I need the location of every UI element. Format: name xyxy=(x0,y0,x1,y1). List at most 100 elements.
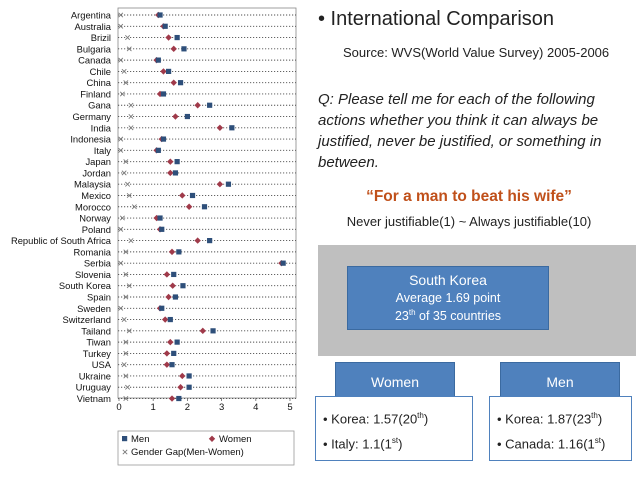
gap-point-bulgaria xyxy=(126,46,132,52)
category-label-switzerland: Switzerland xyxy=(63,314,111,325)
gap-point-germany xyxy=(128,114,134,120)
category-label-bulgaria: Bulgaria xyxy=(77,43,112,54)
gap-point-japan xyxy=(123,159,129,165)
women-point-romania xyxy=(168,248,176,256)
women-point-malaysia xyxy=(216,181,224,188)
category-label-sweden: Sweden xyxy=(77,303,111,314)
men-point-usa xyxy=(169,362,175,368)
men-point-norway xyxy=(157,215,163,221)
women-point-ukraine xyxy=(179,372,186,380)
gap-point-finland xyxy=(119,91,125,97)
women-point-south-korea xyxy=(169,282,176,289)
x-tick-label-3: 3 xyxy=(219,402,224,413)
scale-text: Never justifiable(1) ~ Always justifiabl… xyxy=(346,214,592,229)
men-point-australia xyxy=(162,23,168,29)
korea-average: Average 1.69 point xyxy=(395,291,501,305)
women-point-spain xyxy=(165,293,172,301)
men-point-germany xyxy=(184,113,190,120)
men-point-tiwan xyxy=(174,339,180,345)
men-point-china xyxy=(177,80,184,86)
category-label-australia: Australia xyxy=(75,21,112,32)
men-point-mexico xyxy=(189,192,196,199)
men-point-italy xyxy=(155,147,161,153)
korea-rank: 23th of 35 countries xyxy=(394,308,502,324)
category-label-canada: Canada xyxy=(78,55,112,66)
gap-point-india xyxy=(128,125,134,131)
women-point-india xyxy=(216,124,224,131)
men-point-serbia xyxy=(280,260,286,266)
category-label-germany: Germany xyxy=(72,111,111,122)
category-label-japan: Japan xyxy=(85,156,111,167)
category-label-finland: Finland xyxy=(80,88,111,99)
category-label-jordan: Jordan xyxy=(82,167,111,178)
gap-point-south-korea xyxy=(126,283,132,289)
gap-point-jordan xyxy=(121,170,127,176)
category-label-tiwan: Tiwan xyxy=(86,337,111,348)
women-panel: • Korea: 1.57(20th) • Italy: 1.1(1st) xyxy=(315,396,473,461)
women-point-china xyxy=(170,79,177,86)
gap-point-serbia xyxy=(118,260,124,266)
gap-point-uruguay xyxy=(125,384,131,390)
men-point-gana xyxy=(207,102,213,108)
women-point-germany xyxy=(172,113,179,120)
category-label-brizil: Brizil xyxy=(91,32,111,43)
men-point-canada xyxy=(155,57,161,63)
gap-point-ukraine xyxy=(123,373,129,379)
men-point-slovenia xyxy=(171,271,177,278)
category-label-turkey: Turkey xyxy=(83,348,112,359)
category-label-uruguay: Uruguay xyxy=(76,382,112,393)
men-point-japan xyxy=(174,159,180,165)
gap-point-australia xyxy=(118,23,124,29)
men-point-ukraine xyxy=(186,373,192,379)
women-point-bulgaria xyxy=(170,45,177,53)
women-line-1: • Korea: 1.57(20th) xyxy=(323,411,429,427)
gap-point-switzerland xyxy=(121,317,127,323)
category-label-gana: Gana xyxy=(88,100,112,111)
men-point-india xyxy=(229,125,235,131)
women-point-slovenia xyxy=(163,271,171,278)
men-point-bulgaria xyxy=(181,46,187,52)
gap-point-mexico xyxy=(126,192,132,198)
category-label-india: India xyxy=(91,122,112,133)
category-label-republic-of-south-africa: Republic of South Africa xyxy=(11,235,112,246)
men-point-republic-of-south-africa xyxy=(207,238,213,244)
men-point-jordan xyxy=(172,170,179,176)
women-line-2: • Italy: 1.1(1st) xyxy=(323,436,403,452)
men-point-chile xyxy=(165,68,172,74)
men-header: Men xyxy=(500,362,620,402)
x-tick-label-5: 5 xyxy=(287,402,292,413)
gap-point-vietnam xyxy=(123,396,129,402)
gap-point-romania xyxy=(123,249,129,255)
gap-point-china xyxy=(123,80,129,86)
legend-gap-marker xyxy=(122,449,128,455)
gap-point-tailand xyxy=(126,328,132,334)
men-point-turkey xyxy=(171,350,177,356)
gap-point-usa xyxy=(121,362,127,368)
section-title: • International Comparison xyxy=(318,8,555,30)
women-point-tiwan xyxy=(167,338,174,346)
gap-point-indonesia xyxy=(118,136,124,142)
men-panel: • Korea: 1.87(23th) • Canada: 1.16(1st) xyxy=(489,396,632,461)
gap-point-chile xyxy=(121,68,127,74)
gap-point-morocco xyxy=(131,204,137,210)
women-point-japan xyxy=(167,158,174,165)
category-label-argentina: Argentina xyxy=(71,10,112,21)
men-point-vietnam xyxy=(176,395,182,402)
gap-point-tiwan xyxy=(123,339,129,345)
category-label-poland: Poland xyxy=(82,224,111,235)
men-point-south-korea xyxy=(180,283,186,289)
legend-men-label: Men xyxy=(131,434,149,445)
category-label-italy: Italy xyxy=(94,145,112,156)
category-label-usa: USA xyxy=(92,359,112,370)
women-point-republic-of-south-africa xyxy=(194,237,201,244)
gap-point-spain xyxy=(123,294,129,300)
category-label-indonesia: Indonesia xyxy=(70,134,111,145)
category-label-morocco: Morocco xyxy=(75,201,111,212)
gap-point-turkey xyxy=(123,350,129,356)
women-point-switzerland xyxy=(161,316,169,323)
korea-summary: South Korea Average 1.69 point 23th of 3… xyxy=(347,266,549,330)
category-label-malaysia: Malaysia xyxy=(74,179,112,190)
men-point-morocco xyxy=(201,204,208,210)
women-point-usa xyxy=(163,361,171,368)
men-point-romania xyxy=(176,249,182,255)
